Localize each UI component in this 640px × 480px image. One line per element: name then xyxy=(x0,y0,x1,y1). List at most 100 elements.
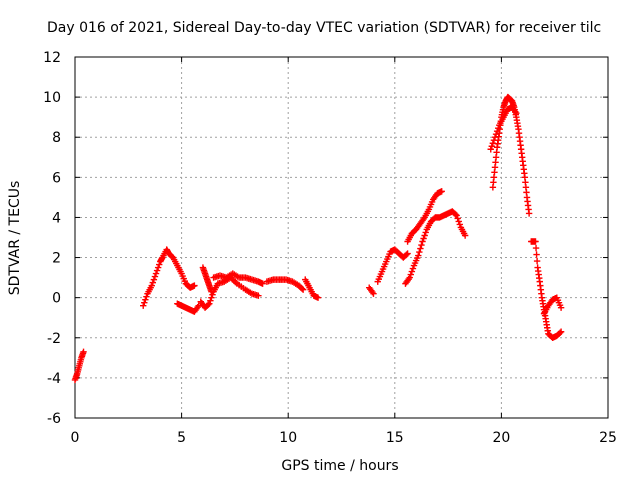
data-point xyxy=(416,248,423,256)
data-point xyxy=(403,251,410,258)
data-point xyxy=(513,109,520,117)
data-point xyxy=(454,215,461,222)
data-point xyxy=(299,286,307,293)
data-series-seg2 xyxy=(140,246,198,309)
data-point xyxy=(455,218,462,225)
y-axis-label: SDTVAR / TECUs xyxy=(7,181,23,296)
data-point xyxy=(404,250,411,257)
data-point xyxy=(255,292,262,299)
data-point xyxy=(557,304,565,311)
data-point xyxy=(421,232,428,239)
data-series-seg8 xyxy=(302,276,322,301)
data-point xyxy=(495,124,502,132)
data-point xyxy=(525,210,533,217)
data-point xyxy=(206,300,213,307)
data-point xyxy=(141,299,148,306)
data-series-seg3 xyxy=(174,300,202,315)
data-point xyxy=(205,301,212,308)
x-tick-label: 0 xyxy=(71,430,80,446)
data-point xyxy=(140,302,147,309)
axis-ticks xyxy=(74,56,609,419)
data-point xyxy=(208,294,215,301)
data-point xyxy=(415,252,422,259)
data-point xyxy=(533,257,541,265)
tick-labels: 0 5 10 15 20 25 -6 -4 -2 0 2 4 6 8 10 12 xyxy=(43,50,617,446)
data-series-seg5 xyxy=(197,274,262,311)
data-point xyxy=(493,128,501,135)
x-tick-label: 5 xyxy=(177,430,186,446)
data-point xyxy=(461,232,469,239)
data-point xyxy=(487,146,494,153)
x-axis-label: GPS time / hours xyxy=(281,458,398,474)
data-point xyxy=(456,221,464,228)
data-point xyxy=(154,264,162,271)
y-tick-label: 8 xyxy=(52,130,61,146)
data-point xyxy=(143,293,150,300)
data-point xyxy=(417,245,424,252)
data-series-seg6 xyxy=(210,270,266,287)
data-point xyxy=(422,229,429,236)
y-tick-label: 10 xyxy=(43,90,61,106)
data-point xyxy=(370,290,377,297)
data-series-seg14 xyxy=(487,103,520,153)
y-tick-label: -4 xyxy=(47,371,61,387)
chart-title: Day 016 of 2021, Sidereal Day-to-day VTE… xyxy=(47,20,601,36)
data-series-seg10 xyxy=(374,246,411,285)
data-point xyxy=(419,238,426,245)
data-point xyxy=(556,329,564,336)
data-series-seg9 xyxy=(366,284,377,297)
data-point xyxy=(408,268,416,275)
x-tick-label: 25 xyxy=(599,430,617,446)
data-point xyxy=(409,265,417,272)
data-point xyxy=(488,143,496,150)
y-tick-label: 0 xyxy=(52,291,61,307)
data-point xyxy=(532,244,540,252)
data-point xyxy=(152,270,160,277)
data-point xyxy=(418,241,425,249)
x-tick-label: 20 xyxy=(492,430,510,446)
y-tick-label: 6 xyxy=(52,170,61,186)
data-point xyxy=(148,282,155,289)
data-point xyxy=(191,282,198,289)
data-point xyxy=(209,291,216,298)
data-series-seg12 xyxy=(402,208,469,287)
data-series-seg7 xyxy=(263,276,307,293)
data-series-seg16 xyxy=(540,294,565,317)
data-point xyxy=(492,131,500,138)
y-tick-label: 2 xyxy=(52,251,61,267)
data-point xyxy=(156,261,163,268)
x-tick-label: 15 xyxy=(386,430,404,446)
data-series-seg13 xyxy=(489,93,533,217)
grid-lines xyxy=(75,57,608,418)
y-tick-label: -6 xyxy=(47,411,61,427)
data-point xyxy=(150,276,158,283)
data-point xyxy=(149,279,157,286)
y-tick-label: 12 xyxy=(43,50,61,66)
data-series-seg11 xyxy=(404,188,445,245)
data-point xyxy=(259,280,266,287)
data-point xyxy=(490,137,498,144)
x-tick-label: 10 xyxy=(279,430,297,446)
data-point xyxy=(533,251,540,258)
y-tick-label: -2 xyxy=(47,331,61,347)
data-point xyxy=(491,134,499,141)
data-point xyxy=(557,328,565,335)
data-series-seg15 xyxy=(528,238,565,341)
data-point xyxy=(453,212,460,219)
data-points xyxy=(71,93,565,384)
data-point xyxy=(420,235,427,242)
data-point xyxy=(532,238,539,245)
y-tick-label: 4 xyxy=(52,210,61,226)
data-series-seg1 xyxy=(71,348,87,384)
plot-area-frame xyxy=(74,56,609,419)
data-point xyxy=(489,140,497,147)
data-point xyxy=(207,297,214,304)
data-point xyxy=(406,274,413,281)
data-point xyxy=(151,273,159,280)
data-point xyxy=(314,294,322,301)
data-point xyxy=(298,285,306,292)
data-point xyxy=(153,267,161,274)
data-point xyxy=(452,211,459,218)
